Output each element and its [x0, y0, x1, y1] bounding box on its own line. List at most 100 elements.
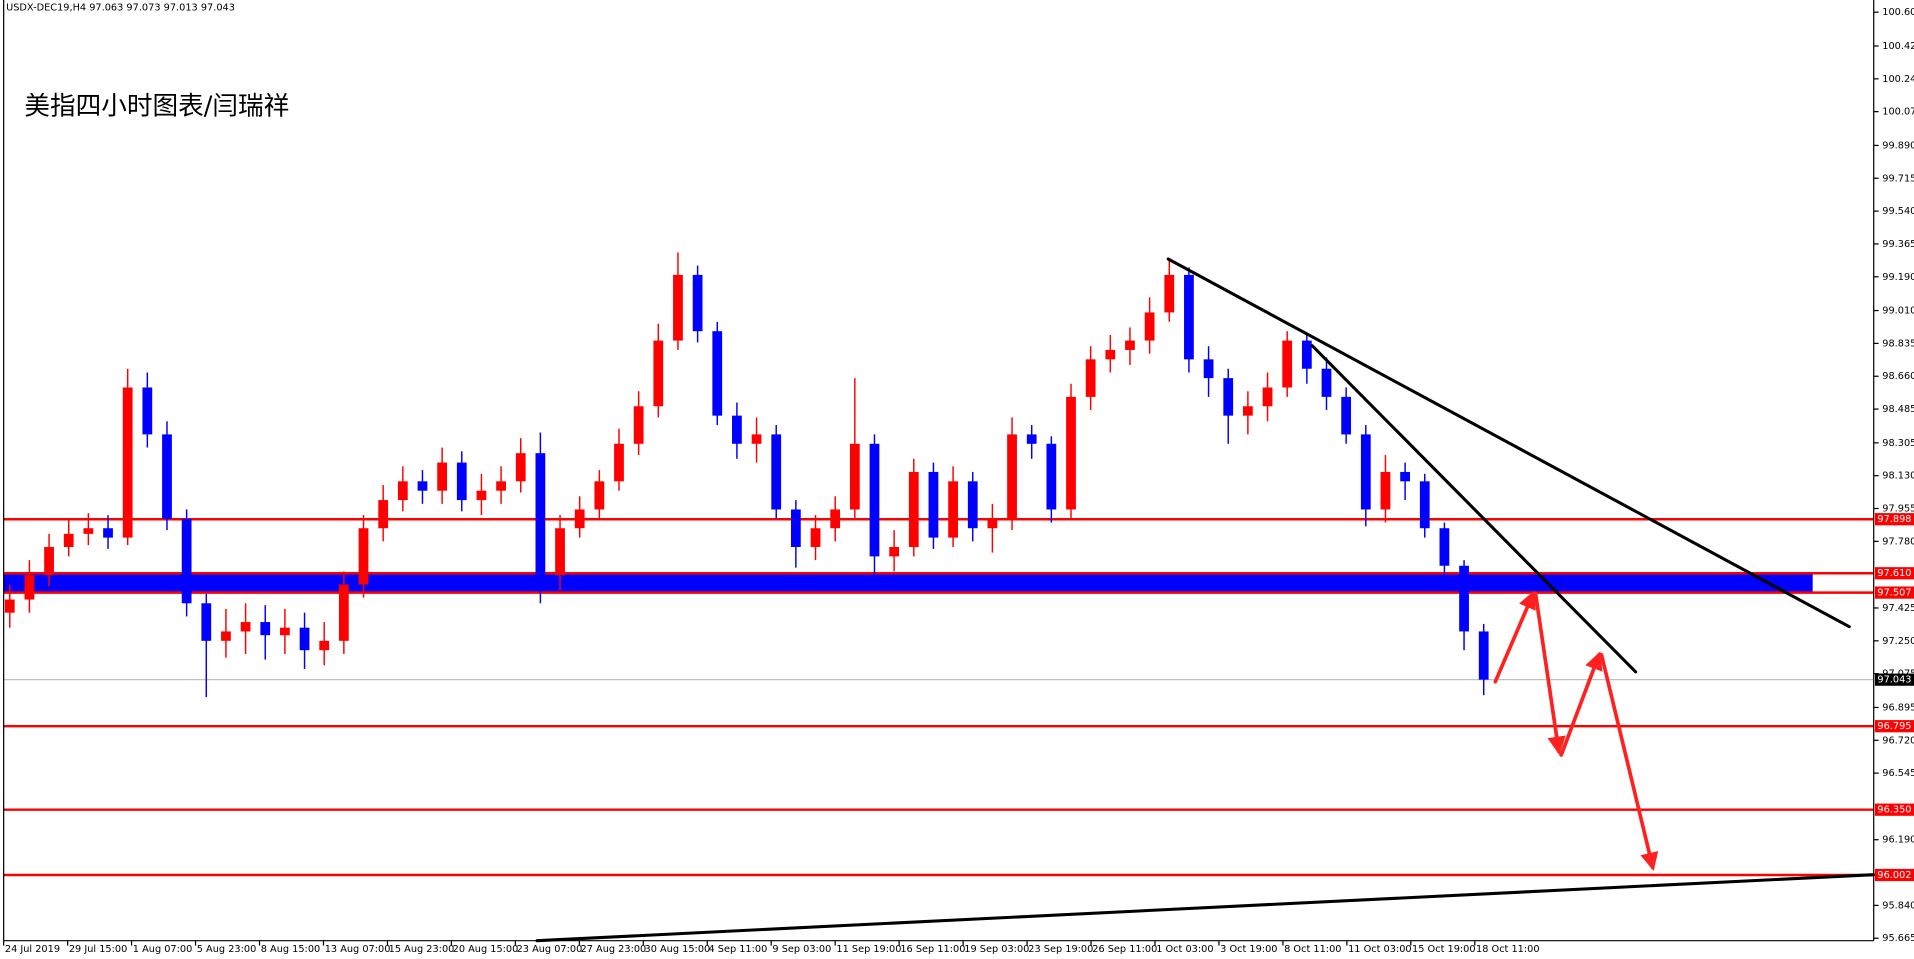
- price-tag: [1874, 673, 1914, 686]
- level-label: 97.610: [1877, 568, 1911, 579]
- y-tick-label: 99.365: [1882, 239, 1914, 250]
- candle-body: [162, 434, 172, 519]
- candle-body: [221, 631, 231, 641]
- candle-body: [456, 462, 467, 501]
- y-tick-label: 97.250: [1882, 636, 1914, 647]
- y-tick-label: 100.600: [1882, 7, 1914, 18]
- candle-body: [1243, 406, 1253, 416]
- arrow: [1599, 652, 1659, 871]
- candle-body: [515, 453, 526, 482]
- candle-body: [594, 481, 605, 510]
- chart-title: USDX-DEC19,H4 97.063 97.073 97.013 97.04…: [6, 2, 235, 13]
- candle-body: [555, 528, 565, 576]
- y-tick-label: 97.425: [1882, 603, 1914, 614]
- candle-body: [122, 387, 133, 538]
- candle-body: [437, 462, 448, 491]
- candle-body: [358, 528, 369, 585]
- y-tick-label: 98.835: [1882, 338, 1914, 349]
- level-label: 96.350: [1877, 805, 1911, 816]
- candle-body: [1360, 434, 1371, 510]
- candle-body: [751, 434, 762, 444]
- x-tick-label: 18 Oct 11:00: [1476, 944, 1540, 955]
- candle-body: [771, 434, 782, 510]
- candle-body: [397, 481, 408, 501]
- candle-body: [142, 387, 153, 435]
- x-tick-label: 4 Sep 11:00: [708, 944, 767, 955]
- arrow: [1493, 590, 1536, 684]
- x-tick-label: 15 Oct 19:00: [1412, 944, 1476, 955]
- x-tick-label: 1 Aug 07:00: [133, 944, 193, 955]
- x-tick-label: 9 Sep 03:00: [772, 944, 831, 955]
- x-tick-label: 1 Oct 03:00: [1156, 944, 1213, 955]
- level-tag: [1874, 720, 1914, 733]
- x-tick-label: 3 Oct 19:00: [1220, 944, 1277, 955]
- candle-body: [1419, 481, 1430, 529]
- x-tick-label: 23 Sep 19:00: [1028, 944, 1093, 955]
- x-tick-label: 24 Jul 2019: [5, 944, 60, 955]
- level-label: 96.002: [1877, 870, 1911, 881]
- candle-body: [103, 528, 113, 538]
- candle-body: [673, 274, 683, 341]
- arrow: [1533, 591, 1566, 755]
- annotation: 美指四小时图表/闫瑞祥: [24, 91, 289, 121]
- x-tick-label: 11 Sep 19:00: [836, 944, 901, 955]
- candle-body: [476, 490, 487, 501]
- level-tag: [1874, 586, 1914, 599]
- candle-body: [4, 599, 15, 613]
- candle-body: [280, 627, 290, 636]
- y-tick-label: 99.190: [1882, 272, 1914, 283]
- candle-body: [535, 453, 546, 576]
- candle-body: [1046, 443, 1057, 510]
- candle-body: [614, 443, 624, 482]
- candle-body: [1007, 434, 1017, 519]
- candle-body: [1026, 434, 1037, 444]
- y-tick-label: 100.070: [1882, 107, 1914, 118]
- candle-body: [496, 481, 506, 491]
- x-tick-label: 8 Oct 11:00: [1284, 944, 1341, 955]
- x-tick-label: 27 Aug 23:00: [581, 944, 647, 955]
- level-tag: [1874, 513, 1914, 526]
- candle-body: [889, 546, 900, 557]
- candle-body: [1439, 528, 1450, 566]
- level-tag: [1874, 567, 1914, 580]
- y-tick-label: 98.485: [1882, 404, 1914, 415]
- x-tick-label: 20 Aug 15:00: [453, 944, 519, 955]
- level-label: 97.507: [1877, 588, 1911, 599]
- candle-body: [1301, 340, 1312, 369]
- y-tick-label: 99.715: [1882, 173, 1914, 184]
- x-tick-label: 26 Sep 11:00: [1092, 944, 1157, 955]
- candle-body: [44, 546, 54, 576]
- y-tick-label: 100.420: [1882, 41, 1914, 52]
- x-tick-label: 5 Aug 23:00: [197, 944, 257, 955]
- arrow: [1559, 651, 1603, 757]
- y-tick-label: 98.130: [1882, 471, 1914, 482]
- candle-body: [63, 533, 74, 547]
- candle-body: [1125, 340, 1135, 350]
- candle-body: [319, 640, 330, 651]
- candle-body: [633, 406, 644, 444]
- price-label: 97.043: [1877, 675, 1911, 686]
- candle-body: [1262, 387, 1273, 407]
- y-tick-label: 99.010: [1882, 306, 1914, 317]
- x-tick-label: 19 Sep 03:00: [964, 944, 1029, 955]
- y-tick-label: 95.665: [1882, 933, 1914, 944]
- y-tick-label: 96.190: [1882, 835, 1914, 846]
- y-tick-label: 99.540: [1882, 206, 1914, 217]
- candle-body: [24, 575, 35, 600]
- candle-body: [830, 509, 841, 529]
- candles: [4, 252, 1489, 698]
- candle-body: [967, 481, 978, 529]
- candle-body: [1105, 349, 1116, 360]
- level-label: 96.795: [1877, 721, 1911, 732]
- level-tag: [1874, 803, 1914, 816]
- candle-body: [378, 500, 389, 529]
- candle-body: [1459, 565, 1469, 632]
- zone: [3, 573, 1813, 593]
- y-tick-label: 100.245: [1882, 74, 1914, 85]
- drawings: [535, 257, 1876, 943]
- y-tick-label: 98.305: [1882, 438, 1914, 449]
- candle-body: [1164, 274, 1175, 313]
- candle-body: [299, 627, 310, 651]
